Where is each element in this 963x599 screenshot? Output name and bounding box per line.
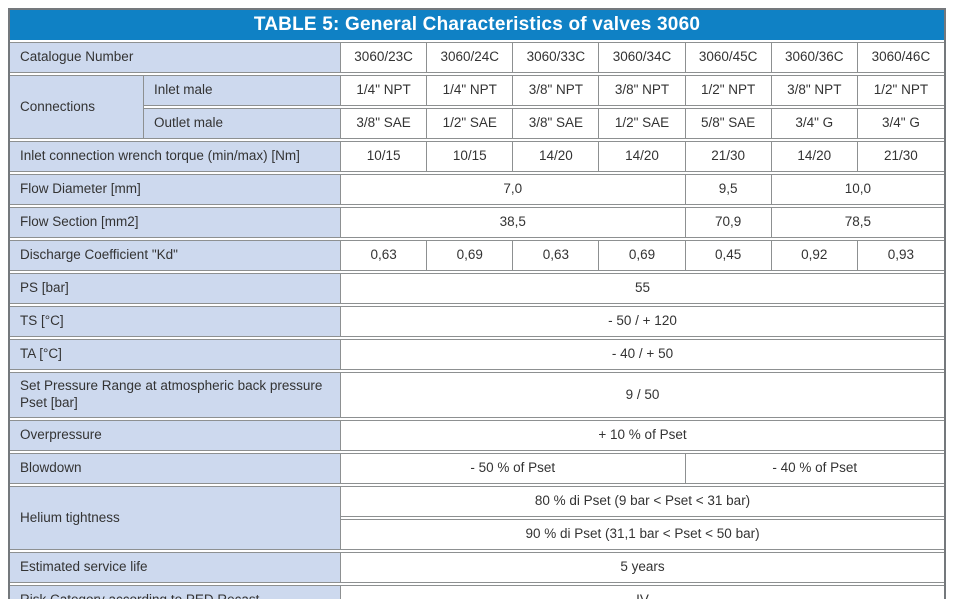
row-set-pressure-range: Set Pressure Range at atmospheric back p… [10,372,944,418]
value-cell: 0,69 [427,240,514,271]
value-cell: 0,63 [513,240,600,271]
value-cell: - 50 / + 120 [341,306,944,337]
value-cell: 70,9 [685,207,772,238]
row-label: Blowdown [10,453,342,484]
value-cell: 1/2" NPT [857,75,944,106]
row-label-connections: Connections [10,75,144,139]
row-discharge-coefficient: Discharge Coefficient "Kd" 0,63 0,69 0,6… [10,240,944,271]
value-cell: 3/4" G [771,108,858,139]
value-cell: 10/15 [427,141,514,172]
value-cell: 21/30 [685,141,772,172]
value-cell: 1/2" SAE [599,108,686,139]
value-cell: 7,0 [341,174,686,205]
row-ta: TA [°C] - 40 / + 50 [10,339,944,370]
value-cell: IV [341,585,944,599]
value-cell: 55 [341,273,944,304]
value-cell: 5 years [341,552,944,583]
value-cell: 3/8" SAE [513,108,600,139]
value-cell: 3/8" NPT [771,75,858,106]
row-label: TA [°C] [10,339,342,370]
spec-table: Catalogue Number 3060/23C 3060/24C 3060/… [10,40,944,599]
row-catalogue-number: Catalogue Number 3060/23C 3060/24C 3060/… [10,42,944,73]
row-label-helium: Helium tightness [10,486,342,550]
value-cell: 3/8" SAE [341,108,428,139]
value-cell: 3060/45C [685,42,772,73]
row-label: Discharge Coefficient "Kd" [10,240,342,271]
value-cell: 14/20 [599,141,686,172]
value-cell: 0,93 [857,240,944,271]
value-cell: 3/8" NPT [599,75,686,106]
row-risk-category: Risk Category according to PED Recast IV [10,585,944,599]
value-cell: 0,63 [341,240,428,271]
table-title-bar: TABLE 5: General Characteristics of valv… [10,10,944,40]
value-cell: 10,0 [771,174,944,205]
value-cell: 10/15 [341,141,428,172]
value-cell: 0,92 [771,240,858,271]
value-cell: 3/8" NPT [513,75,600,106]
row-wrench-torque: Inlet connection wrench torque (min/max)… [10,141,944,172]
row-label: Risk Category according to PED Recast [10,585,342,599]
value-cell: 1/2" NPT [685,75,772,106]
value-cell: 9 / 50 [341,372,944,418]
value-cell: 14/20 [513,141,600,172]
value-cell: 14/20 [771,141,858,172]
value-cell: 3/4" G [857,108,944,139]
row-flow-diameter: Flow Diameter [mm] 7,0 9,5 10,0 [10,174,944,205]
row-label: PS [bar] [10,273,342,304]
row-label: Flow Section [mm2] [10,207,342,238]
row-connections-outlet: Outlet male 3/8" SAE 1/2" SAE 3/8" SAE 1… [10,108,944,139]
row-label: TS [°C] [10,306,342,337]
characteristics-table: TABLE 5: General Characteristics of valv… [8,8,946,599]
value-cell: - 50 % of Pset [341,453,686,484]
row-label: Flow Diameter [mm] [10,174,342,205]
row-overpressure: Overpressure + 10 % of Pset [10,420,944,451]
value-cell: 78,5 [771,207,944,238]
value-cell: 9,5 [685,174,772,205]
value-cell: 0,45 [685,240,772,271]
value-cell: + 10 % of Pset [341,420,944,451]
row-label: Catalogue Number [10,42,342,73]
value-cell: 3060/24C [427,42,514,73]
value-cell: 3060/23C [341,42,428,73]
value-cell: 1/2" SAE [427,108,514,139]
value-cell: 3060/34C [599,42,686,73]
value-cell: - 40 / + 50 [341,339,944,370]
row-label: Overpressure [10,420,342,451]
value-cell: 0,69 [599,240,686,271]
row-label: Set Pressure Range at atmospheric back p… [10,372,342,418]
value-cell: 38,5 [341,207,686,238]
value-cell: 3060/36C [771,42,858,73]
value-cell: 3060/46C [857,42,944,73]
row-blowdown: Blowdown - 50 % of Pset - 40 % of Pset [10,453,944,484]
value-cell: - 40 % of Pset [685,453,944,484]
row-label: Estimated service life [10,552,342,583]
row-flow-section: Flow Section [mm2] 38,5 70,9 78,5 [10,207,944,238]
sub-label-inlet-male: Inlet male [144,75,342,106]
row-label: Inlet connection wrench torque (min/max)… [10,141,342,172]
value-cell: 3060/33C [513,42,600,73]
row-service-life: Estimated service life 5 years [10,552,944,583]
value-cell: 1/4" NPT [427,75,514,106]
value-cell: 80 % di Pset (9 bar < Pset < 31 bar) [341,486,944,517]
row-ps: PS [bar] 55 [10,273,944,304]
value-cell: 21/30 [857,141,944,172]
row-connections-inlet: Connections Inlet male 1/4" NPT 1/4" NPT… [10,75,944,139]
row-helium-tightness-2: 90 % di Pset (31,1 bar < Pset < 50 bar) [10,519,944,550]
value-cell: 1/4" NPT [341,75,428,106]
row-ts: TS [°C] - 50 / + 120 [10,306,944,337]
table-title: TABLE 5: General Characteristics of valv… [253,14,701,35]
value-cell: 90 % di Pset (31,1 bar < Pset < 50 bar) [341,519,944,550]
value-cell: 5/8" SAE [685,108,772,139]
row-helium-tightness-1: Helium tightness 80 % di Pset (9 bar < P… [10,486,944,550]
sub-label-outlet-male: Outlet male [144,108,342,139]
